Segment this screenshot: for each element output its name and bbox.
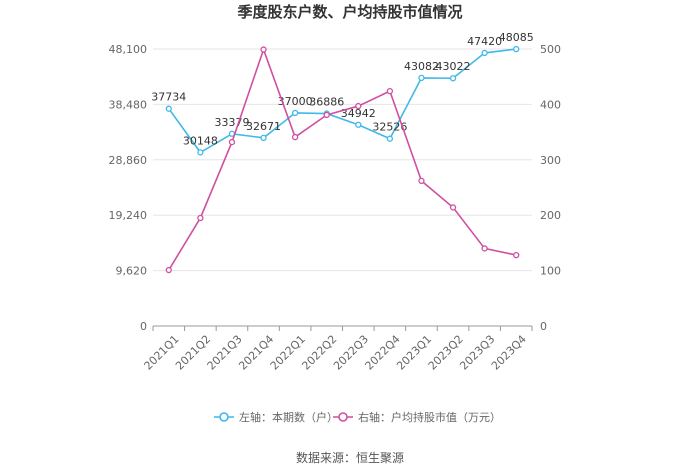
data-label: 37000: [278, 95, 313, 108]
right-axis: 0 100 200 300 400 500: [540, 43, 561, 333]
right-tick-label: 400: [540, 98, 561, 111]
right-tick-label: 500: [540, 43, 561, 56]
data-label: 33379: [214, 116, 249, 129]
legend-item-2[interactable]: 右轴：户均持股市值（万元）: [333, 410, 501, 424]
data-label: 36886: [309, 96, 344, 109]
grid-lines: [153, 48, 532, 272]
series-1-point: [291, 109, 299, 117]
data-label: 47420: [467, 35, 502, 48]
series-1-point: [449, 75, 457, 82]
series-2-point: [197, 214, 204, 222]
data-source: 数据来源：恒生聚源: [296, 450, 404, 465]
left-tick-label: 9,620: [116, 265, 148, 278]
data-label: 30148: [183, 134, 218, 147]
right-tick-label: 200: [540, 209, 561, 222]
left-axis: 0 9,620 19,240 28,860 38,480 48,100: [109, 43, 148, 333]
series-1-point: [513, 45, 520, 53]
series-2-point: [323, 111, 330, 119]
series-2-point: [418, 177, 425, 185]
right-tick-label: 0: [540, 320, 547, 333]
legend[interactable]: 左轴：本期数（户） 右轴：户均持股市值（万元）: [214, 410, 501, 424]
series-2-point: [260, 46, 267, 53]
series-2-point: [291, 133, 299, 141]
series-2-point: [449, 204, 457, 211]
x-axis: 2021Q12021Q22021Q32021Q42022Q12022Q22022…: [142, 325, 533, 373]
left-tick-label: 19,240: [109, 209, 148, 222]
left-tick-label: 0: [140, 320, 147, 333]
series-2-point: [386, 87, 394, 95]
left-tick-label: 28,860: [109, 154, 148, 167]
legend-marker: [219, 412, 229, 422]
x-tick-label: 2023Q4: [489, 333, 529, 373]
series-2-point: [513, 251, 520, 259]
data-label: 37734: [151, 91, 186, 104]
legend-item-1[interactable]: 左轴：本期数（户）: [214, 410, 338, 424]
series-1-point: [260, 134, 267, 142]
data-label: 43082: [404, 60, 439, 73]
data-label: 48085: [499, 31, 534, 44]
left-tick-label: 38,480: [109, 98, 148, 111]
series-line-2: [168, 47, 517, 271]
series-1-point: [386, 135, 394, 142]
series-1-point: [355, 121, 362, 128]
data-label: 34942: [341, 107, 376, 120]
series-1-point: [165, 105, 172, 112]
series-2-point: [228, 138, 236, 146]
legend-label: 右轴：户均持股市值（万元）: [358, 410, 501, 424]
series-1-point: [418, 74, 425, 82]
series-1-point: [481, 49, 488, 57]
left-tick-label: 48,100: [109, 43, 148, 56]
data-label: 43022: [436, 60, 471, 73]
right-tick-label: 300: [540, 154, 561, 167]
data-label: 32526: [372, 121, 407, 134]
series-2-point: [481, 245, 488, 252]
right-tick-label: 100: [540, 265, 561, 278]
series-line-1: [168, 48, 517, 154]
data-label: 32671: [246, 120, 281, 133]
legend-marker: [338, 412, 348, 422]
chart-title: 季度股东户数、户均持股市值情况: [237, 3, 462, 21]
series-2-point: [355, 102, 362, 110]
series-2-point: [165, 266, 172, 274]
legend-label: 左轴：本期数（户）: [239, 410, 338, 424]
series-1-point: [197, 149, 204, 156]
